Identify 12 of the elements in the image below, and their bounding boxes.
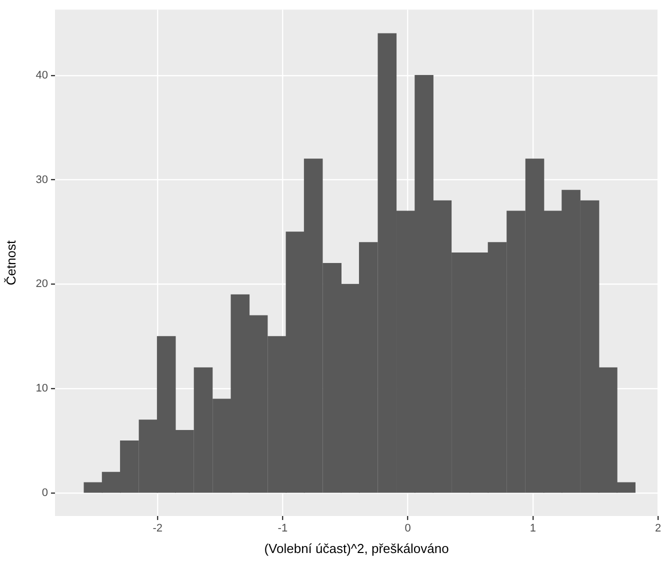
x-tick-label: 2 [654, 522, 662, 535]
x-tick-label: 1 [530, 522, 536, 535]
x-axis-title: (Volební účast)^2, přeškálováno [264, 540, 449, 556]
x-tick-label: -1 [278, 522, 288, 535]
y-tick-label: 0 [42, 487, 48, 500]
y-tick-label: 10 [36, 382, 48, 395]
x-tick-label: -2 [152, 522, 162, 535]
y-tick-label: 40 [36, 69, 48, 82]
y-tick-label: 20 [36, 278, 48, 290]
y-axis-title: Četnost [3, 240, 18, 286]
x-tick-label: 0 [404, 522, 411, 535]
y-tick-label: 30 [36, 174, 48, 186]
